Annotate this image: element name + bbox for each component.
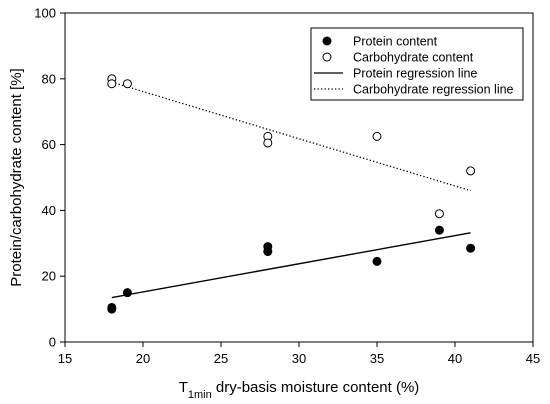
series-layer [107,74,476,314]
x-axis: 15 20 25 30 35 40 45 [58,342,540,366]
legend-marker [322,36,332,46]
protein-point [122,288,132,298]
carbohydrate-point [107,79,117,89]
legend-label: Protein regression line [353,67,477,81]
x-tick-label: 30 [292,351,306,366]
y-tick-label: 0 [49,335,56,350]
carbohydrate-point [466,166,476,176]
x-axis-label-subscript: 1min [188,389,212,401]
legend: Protein content Carbohydrate content Prote… [310,27,524,101]
legend-marker [322,52,332,62]
x-tick-label: 20 [136,351,150,366]
x-tick-label: 25 [214,351,228,366]
y-axis-label: Protein/carbohydrate content [%] [8,68,25,286]
y-axis: 0 20 40 60 80 100 [34,6,65,350]
legend-label: Carbohydrate regression line [353,83,514,97]
carbohydrate-point [372,131,382,141]
x-axis-label: T1min dry-basis moisture content (%) [179,379,420,401]
y-tick-label: 100 [34,6,56,21]
carbohydrate-regression-line [111,81,471,192]
protein-point [372,256,382,266]
carbohydrate-point [122,79,132,89]
x-tick-label: 45 [526,351,540,366]
protein-point [263,247,273,257]
protein-point [434,225,444,235]
carbohydrate-point [434,209,444,219]
y-tick-label: 40 [42,203,56,218]
legend-label: Carbohydrate content [353,51,474,65]
protein-point [466,243,476,253]
x-tick-label: 15 [58,351,72,366]
x-axis-label-suffix: dry-basis moisture content (%) [212,379,420,396]
protein-point [107,304,117,314]
y-tick-label: 60 [42,137,56,152]
x-tick-label: 40 [448,351,462,366]
legend-label: Protein content [353,35,438,49]
protein-regression-line [111,232,471,299]
legend-box [310,27,524,101]
x-axis-label-prefix: T [179,379,188,396]
y-tick-label: 80 [42,71,56,86]
carbohydrate-point [263,138,273,148]
y-tick-label: 20 [42,269,56,284]
x-tick-label: 35 [370,351,384,366]
